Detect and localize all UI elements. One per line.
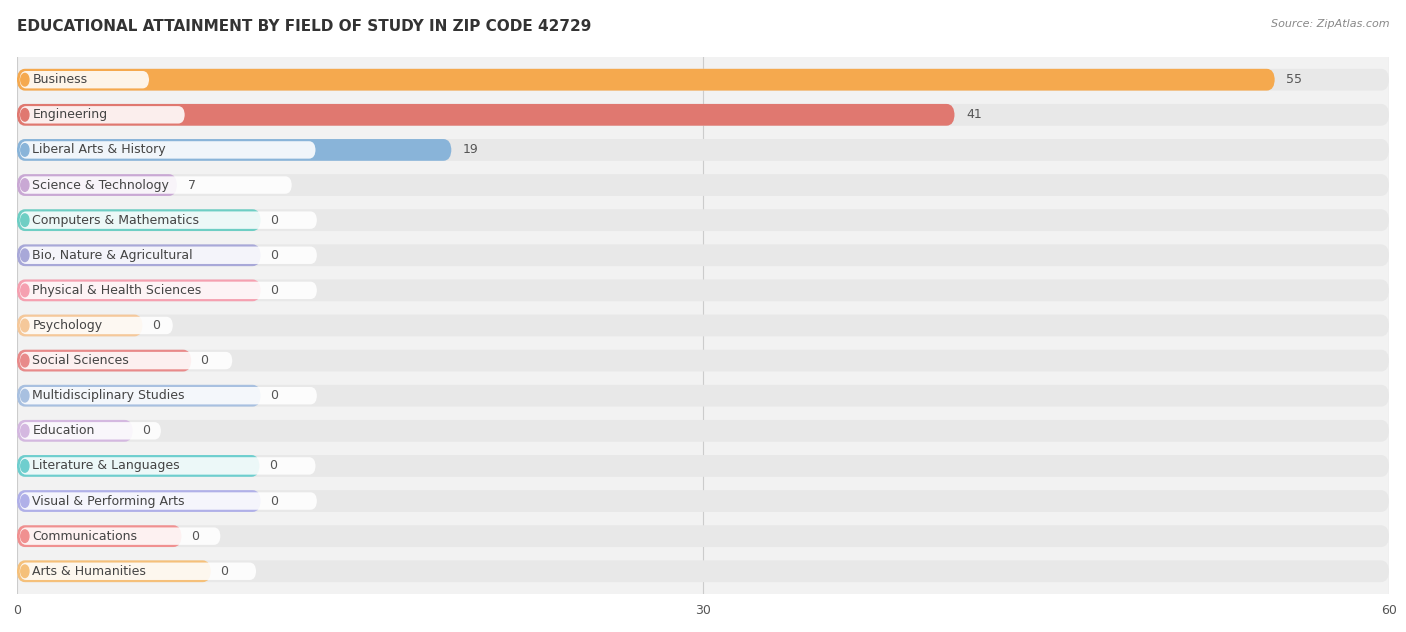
Text: 0: 0 <box>270 389 278 402</box>
Circle shape <box>21 389 30 402</box>
FancyBboxPatch shape <box>17 455 1389 477</box>
FancyBboxPatch shape <box>20 141 315 159</box>
FancyBboxPatch shape <box>17 349 1389 372</box>
Text: 0: 0 <box>270 284 278 297</box>
FancyBboxPatch shape <box>17 525 181 547</box>
Circle shape <box>21 425 30 437</box>
FancyBboxPatch shape <box>17 209 260 231</box>
FancyBboxPatch shape <box>20 492 316 510</box>
Text: Literature & Languages: Literature & Languages <box>32 459 180 473</box>
Text: 0: 0 <box>270 214 278 227</box>
Text: 7: 7 <box>188 178 197 191</box>
Text: 55: 55 <box>1286 73 1302 86</box>
Text: Liberal Arts & History: Liberal Arts & History <box>32 143 166 157</box>
Circle shape <box>21 319 30 332</box>
FancyBboxPatch shape <box>17 490 1389 512</box>
Circle shape <box>21 73 30 86</box>
Text: Engineering: Engineering <box>32 108 107 121</box>
Text: 0: 0 <box>270 494 278 507</box>
FancyBboxPatch shape <box>17 104 955 126</box>
Text: 0: 0 <box>152 319 160 332</box>
Text: Science & Technology: Science & Technology <box>32 178 169 191</box>
FancyBboxPatch shape <box>17 69 1275 90</box>
Circle shape <box>21 530 30 542</box>
FancyBboxPatch shape <box>17 561 211 582</box>
FancyBboxPatch shape <box>17 315 142 336</box>
FancyBboxPatch shape <box>17 385 1389 406</box>
Circle shape <box>21 249 30 262</box>
Text: Visual & Performing Arts: Visual & Performing Arts <box>32 494 184 507</box>
Text: Multidisciplinary Studies: Multidisciplinary Studies <box>32 389 184 402</box>
Text: Business: Business <box>32 73 87 86</box>
FancyBboxPatch shape <box>20 457 315 475</box>
Text: EDUCATIONAL ATTAINMENT BY FIELD OF STUDY IN ZIP CODE 42729: EDUCATIONAL ATTAINMENT BY FIELD OF STUDY… <box>17 19 592 34</box>
FancyBboxPatch shape <box>17 174 177 196</box>
FancyBboxPatch shape <box>17 349 191 372</box>
Text: Communications: Communications <box>32 530 138 543</box>
FancyBboxPatch shape <box>17 490 260 512</box>
FancyBboxPatch shape <box>17 69 1389 90</box>
Circle shape <box>21 565 30 578</box>
FancyBboxPatch shape <box>20 387 316 404</box>
Text: 0: 0 <box>270 249 278 262</box>
Text: 0: 0 <box>191 530 198 543</box>
Text: Source: ZipAtlas.com: Source: ZipAtlas.com <box>1271 19 1389 29</box>
FancyBboxPatch shape <box>20 212 316 229</box>
Circle shape <box>21 214 30 226</box>
FancyBboxPatch shape <box>17 174 1389 196</box>
Circle shape <box>21 284 30 296</box>
FancyBboxPatch shape <box>20 317 173 334</box>
Circle shape <box>21 495 30 507</box>
FancyBboxPatch shape <box>20 282 316 299</box>
Text: Psychology: Psychology <box>32 319 103 332</box>
FancyBboxPatch shape <box>17 245 260 266</box>
FancyBboxPatch shape <box>20 246 316 264</box>
FancyBboxPatch shape <box>20 352 232 369</box>
FancyBboxPatch shape <box>17 385 260 406</box>
Text: Arts & Humanities: Arts & Humanities <box>32 565 146 578</box>
Text: Physical & Health Sciences: Physical & Health Sciences <box>32 284 201 297</box>
Text: 0: 0 <box>219 565 228 578</box>
FancyBboxPatch shape <box>17 420 132 442</box>
FancyBboxPatch shape <box>20 422 160 439</box>
Circle shape <box>21 143 30 156</box>
Circle shape <box>21 459 30 472</box>
Text: Education: Education <box>32 424 94 437</box>
FancyBboxPatch shape <box>17 279 1389 301</box>
Text: 0: 0 <box>269 459 277 473</box>
FancyBboxPatch shape <box>17 139 1389 161</box>
Text: 41: 41 <box>966 108 981 121</box>
FancyBboxPatch shape <box>17 315 1389 336</box>
FancyBboxPatch shape <box>20 71 149 88</box>
Text: 0: 0 <box>142 424 150 437</box>
Text: Social Sciences: Social Sciences <box>32 354 129 367</box>
Text: 0: 0 <box>201 354 208 367</box>
FancyBboxPatch shape <box>17 245 1389 266</box>
FancyBboxPatch shape <box>20 528 221 545</box>
FancyBboxPatch shape <box>17 455 260 477</box>
FancyBboxPatch shape <box>20 176 292 194</box>
Circle shape <box>21 109 30 121</box>
FancyBboxPatch shape <box>17 139 451 161</box>
Circle shape <box>21 355 30 367</box>
Text: 19: 19 <box>463 143 478 157</box>
Text: Bio, Nature & Agricultural: Bio, Nature & Agricultural <box>32 249 193 262</box>
FancyBboxPatch shape <box>17 279 260 301</box>
FancyBboxPatch shape <box>17 525 1389 547</box>
Text: Computers & Mathematics: Computers & Mathematics <box>32 214 200 227</box>
Circle shape <box>21 179 30 191</box>
FancyBboxPatch shape <box>17 209 1389 231</box>
FancyBboxPatch shape <box>20 106 184 123</box>
FancyBboxPatch shape <box>17 420 1389 442</box>
FancyBboxPatch shape <box>20 562 256 580</box>
FancyBboxPatch shape <box>17 104 1389 126</box>
FancyBboxPatch shape <box>17 561 1389 582</box>
